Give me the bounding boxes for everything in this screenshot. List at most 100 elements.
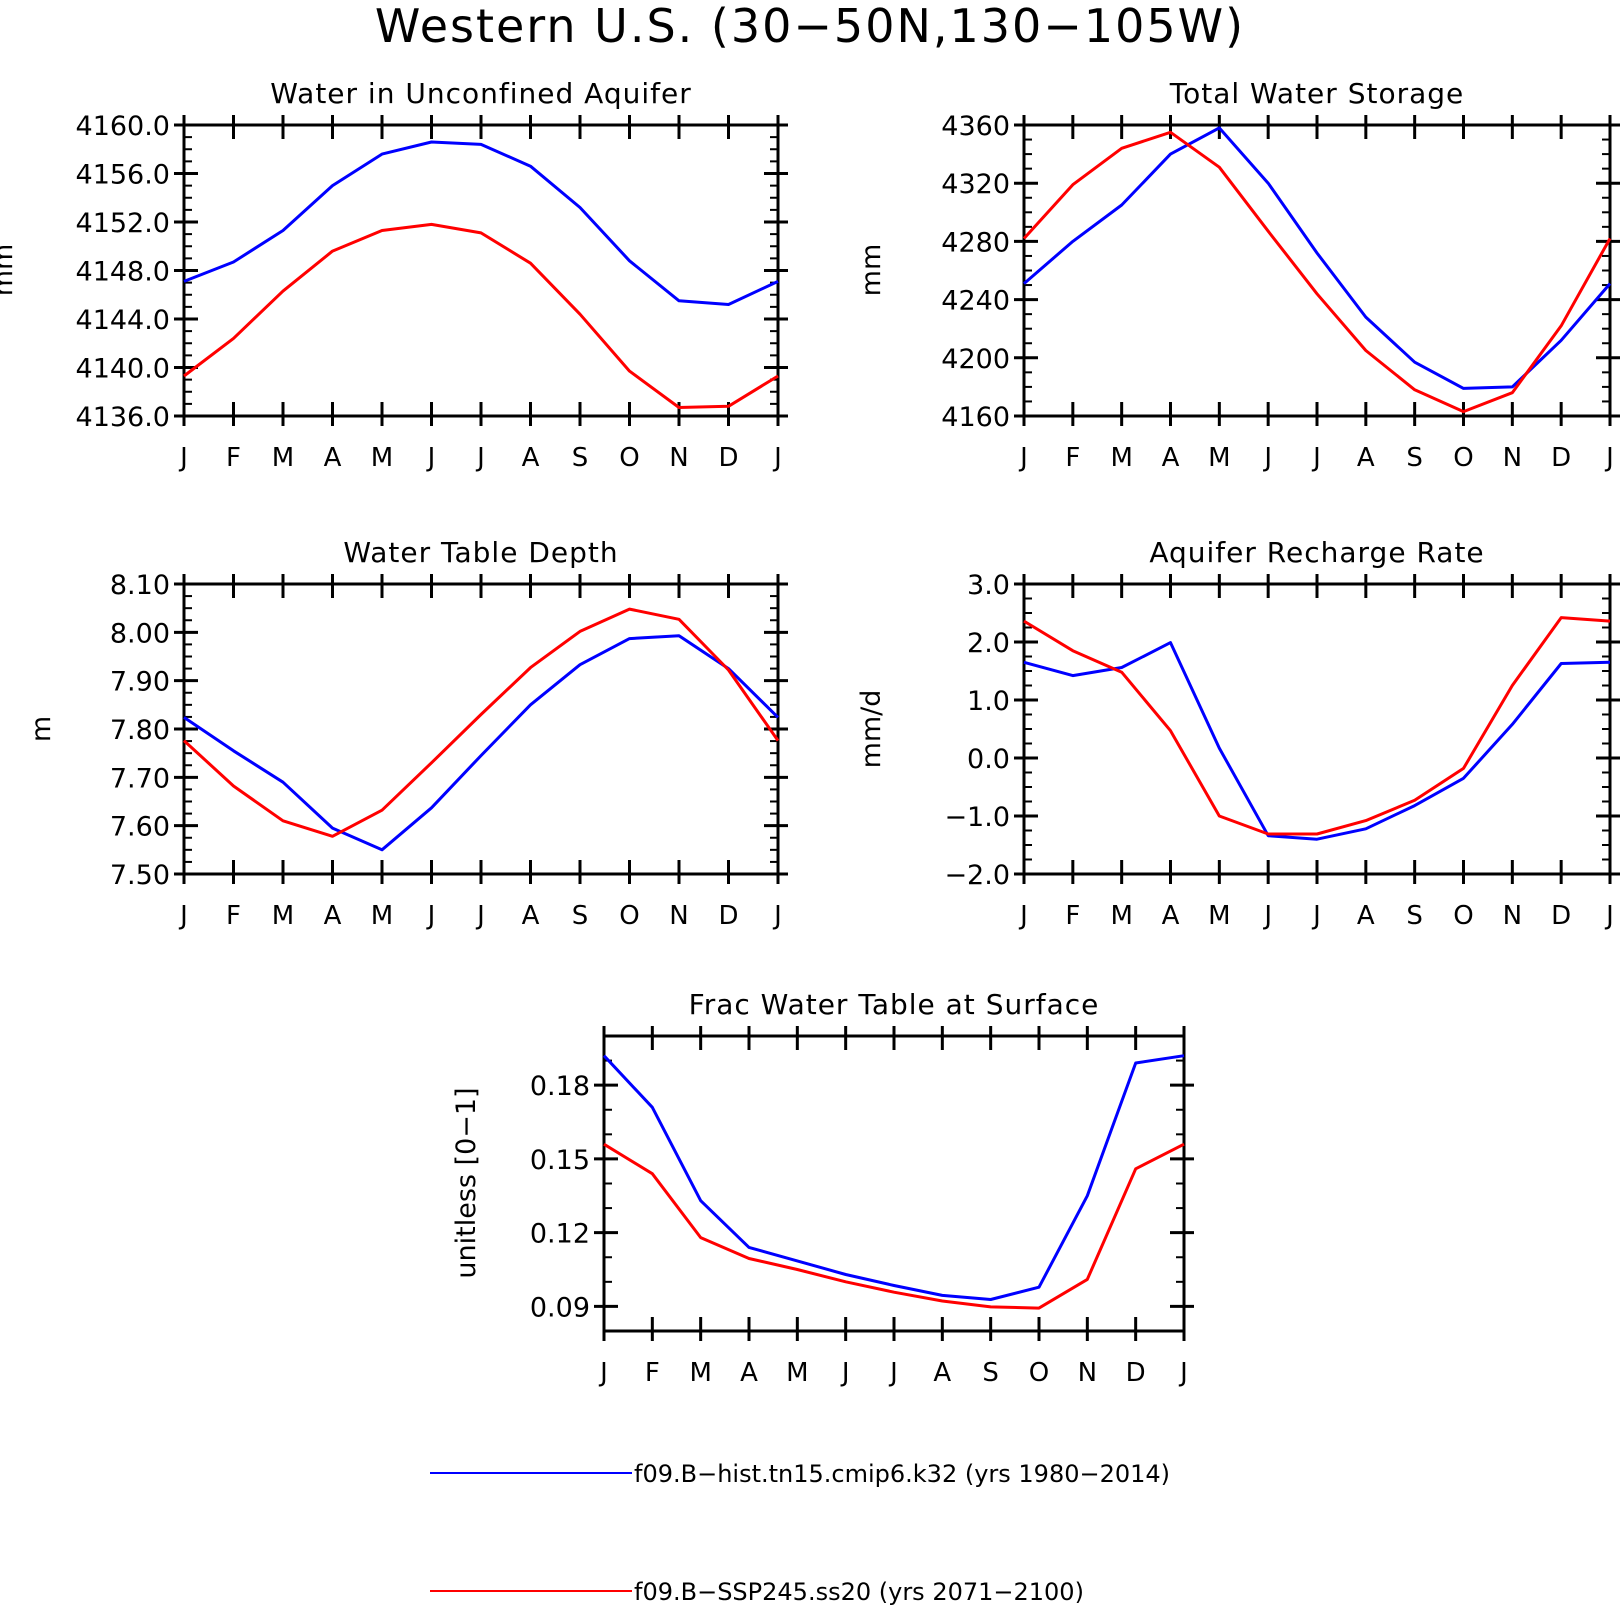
x-tick-label: J xyxy=(1311,901,1321,931)
x-tick-label: J xyxy=(426,901,436,931)
x-tick-label: O xyxy=(1453,901,1473,931)
x-tick-label: A xyxy=(324,901,342,931)
x-tick-label: A xyxy=(1357,901,1375,931)
y-tick-label: −1.0 xyxy=(944,802,1010,833)
x-tick-label: O xyxy=(1029,1358,1049,1388)
y-tick-label: 4240 xyxy=(941,286,1010,317)
y-tick-label: 4280 xyxy=(941,227,1010,258)
x-tick-label: M xyxy=(1110,901,1132,931)
panel-total-storage: Total Water Storage 4160 4200 4240 4280 4320 4… xyxy=(856,77,1620,473)
figure-title: Western U.S. (30−50N,130−105W) xyxy=(375,0,1245,53)
x-tick-label: J xyxy=(475,443,485,473)
panel-frac-surface: Frac Water Table at Surface 0.09 0.12 0.15 0… xyxy=(451,988,1194,1388)
x-tick-label: J xyxy=(1262,901,1272,931)
y-axis-label: mm xyxy=(856,244,887,297)
x-tick-label: N xyxy=(1503,901,1522,931)
y-tick-label: 7.80 xyxy=(110,715,170,746)
y-tick-label: 7.70 xyxy=(110,763,170,794)
y-tick-label: 3.0 xyxy=(967,570,1010,601)
x-tick-label: D xyxy=(718,443,738,473)
y-axis-label: mm xyxy=(0,244,19,297)
x-tick-label: A xyxy=(1162,443,1180,473)
x-tick-label: D xyxy=(1551,901,1571,931)
y-tick-label: 0.18 xyxy=(530,1071,590,1102)
plot-frame xyxy=(1022,582,1612,876)
y-tick-label: 0.0 xyxy=(967,744,1010,775)
panel-aquifer-water: Water in Unconfined Aquifer 4136.0 4140.0 4… xyxy=(0,77,788,473)
x-tick-label: M xyxy=(786,1358,808,1388)
x-tick-label: M xyxy=(1110,443,1132,473)
series-line-ssp xyxy=(1023,616,1611,836)
y-tick-label: 7.50 xyxy=(110,860,170,891)
x-tick-label: J xyxy=(1604,443,1614,473)
x-tick-label: N xyxy=(1503,443,1522,473)
legend-label-hist: f09.B−hist.tn15.cmip6.k32 (yrs 1980−2014… xyxy=(634,1460,1170,1488)
x-tick-label: M xyxy=(371,443,393,473)
x-tick-label: J xyxy=(1178,1358,1188,1388)
y-tick-label: 4148.0 xyxy=(76,257,170,288)
y-tick-label: 0.12 xyxy=(530,1219,590,1250)
x-tick-label: J xyxy=(475,901,485,931)
x-tick-label: J xyxy=(598,1358,608,1388)
x-tick-label: A xyxy=(324,443,342,473)
series-line-hist xyxy=(1023,641,1611,841)
x-tick-label: J xyxy=(1311,443,1321,473)
x-tick-label: J xyxy=(1262,443,1272,473)
legend-label-ssp: f09.B−SSP245.ss20 (yrs 2071−2100) xyxy=(634,1578,1084,1605)
y-tick-label: 4320 xyxy=(941,169,1010,200)
y-axis-label: mm/d xyxy=(856,690,887,769)
x-tick-label: O xyxy=(1453,443,1473,473)
y-tick-label: 4160.0 xyxy=(76,111,170,142)
series-line-ssp xyxy=(603,1142,1185,1310)
series-line-hist xyxy=(183,634,780,852)
x-tick-label: A xyxy=(933,1358,951,1388)
x-tick-label: S xyxy=(1406,443,1423,473)
plot-frame xyxy=(182,123,780,418)
x-tick-label: A xyxy=(1162,901,1180,931)
x-tick-label: S xyxy=(1406,901,1423,931)
y-tick-label: 4152.0 xyxy=(76,208,170,239)
x-tick-label: J xyxy=(178,443,188,473)
x-tick-label: M xyxy=(272,901,294,931)
x-tick-label: N xyxy=(669,901,688,931)
x-tick-label: S xyxy=(572,901,589,931)
series-line-hist xyxy=(1023,126,1612,390)
y-axis-label: unitless [0−1] xyxy=(451,1087,482,1278)
panel-title: Water in Unconfined Aquifer xyxy=(270,77,691,110)
x-tick-label: J xyxy=(178,901,188,931)
y-tick-label: 7.60 xyxy=(110,812,170,843)
y-tick-label: 4156.0 xyxy=(76,160,170,191)
y-tick-label: 4136.0 xyxy=(76,402,170,433)
y-tick-label: 2.0 xyxy=(967,628,1010,659)
y-tick-label: 0.15 xyxy=(530,1145,590,1176)
y-tick-label: 4140.0 xyxy=(76,354,170,385)
x-tick-label: S xyxy=(982,1358,999,1388)
x-tick-label: F xyxy=(1065,443,1080,473)
series-line-ssp xyxy=(1022,130,1612,414)
x-tick-label: M xyxy=(1208,443,1230,473)
x-tick-label: M xyxy=(371,901,393,931)
x-tick-label: J xyxy=(840,1358,850,1388)
x-tick-label: O xyxy=(619,901,639,931)
y-tick-label: 8.10 xyxy=(110,570,170,601)
y-axis-label: m xyxy=(26,716,57,742)
x-tick-label: D xyxy=(1551,443,1571,473)
y-tick-label: 4160 xyxy=(941,402,1010,433)
series-line-ssp xyxy=(182,607,780,838)
y-tick-label: 7.90 xyxy=(110,667,170,698)
series-line-ssp xyxy=(183,222,779,409)
x-tick-label: M xyxy=(1208,901,1230,931)
panel-water-table-depth: Water Table Depth 7.50 7.60 7.70 7.80 7.90 8.0… xyxy=(26,536,788,931)
x-tick-label: J xyxy=(1604,901,1614,931)
panel-title: Total Water Storage xyxy=(1169,77,1465,110)
x-tick-label: N xyxy=(669,443,688,473)
x-tick-label: A xyxy=(522,901,540,931)
plot-frame xyxy=(1022,123,1612,418)
x-tick-label: A xyxy=(522,443,540,473)
x-tick-label: S xyxy=(572,443,589,473)
x-tick-label: F xyxy=(645,1358,660,1388)
x-tick-label: O xyxy=(619,443,639,473)
x-tick-label: J xyxy=(772,443,782,473)
y-tick-label: 0.09 xyxy=(530,1292,590,1323)
